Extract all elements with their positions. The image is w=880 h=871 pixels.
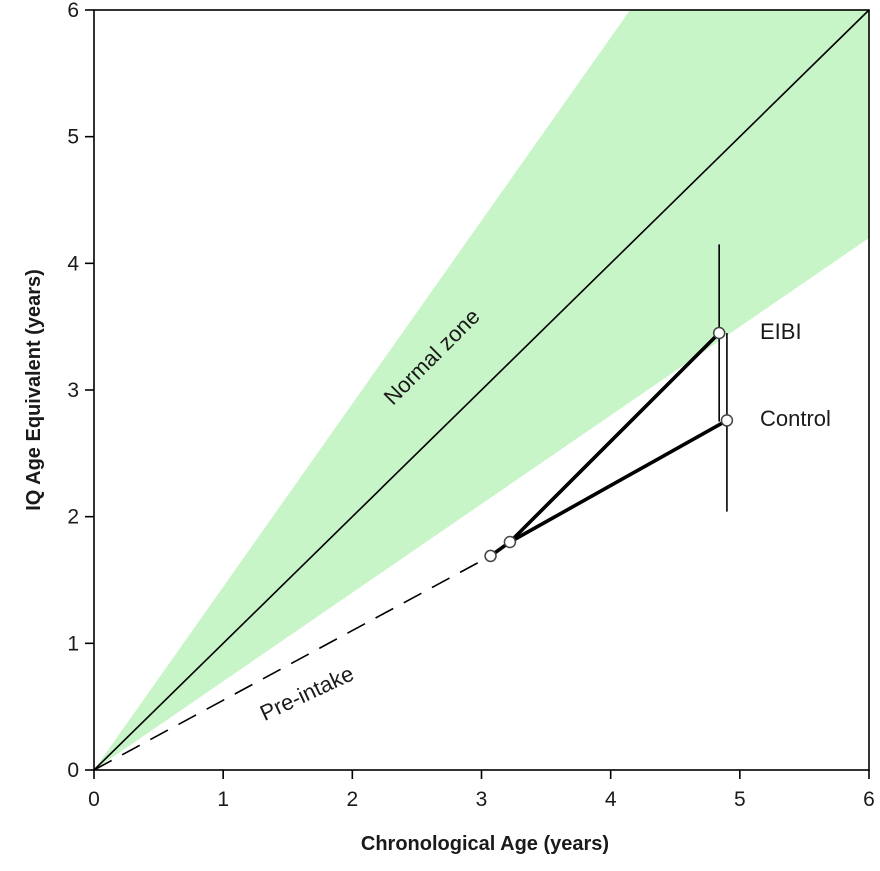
y-axis: 0 1 2 3 4 5 6 — [67, 0, 94, 782]
x-tick-label: 6 — [863, 788, 875, 811]
x-tick-label: 2 — [346, 788, 358, 811]
x-axis: 0 1 2 3 4 5 6 — [88, 770, 875, 811]
y-tick-label: 3 — [67, 379, 79, 402]
x-tick-label: 3 — [476, 788, 488, 811]
eibi-label: EIBI — [760, 319, 802, 344]
x-tick-label: 1 — [217, 788, 229, 811]
y-tick-label: 1 — [67, 632, 79, 655]
identity-line — [93, 9, 870, 771]
data-point-1-2 — [720, 414, 734, 427]
x-tick-label: 4 — [605, 788, 617, 811]
y-axis-title: IQ Age Equivalent (years) — [23, 269, 45, 511]
data-point-0-0 — [503, 535, 517, 549]
x-tick-label: 5 — [734, 788, 746, 811]
x-tick-label: 0 — [88, 788, 100, 811]
y-tick-label: 5 — [67, 126, 79, 149]
pre-intake-line — [93, 555, 491, 771]
data-point-0-1 — [712, 326, 726, 340]
y-tick-label: 6 — [67, 0, 79, 22]
x-axis-title: Chronological Age (years) — [361, 833, 609, 855]
series-line-0 — [508, 331, 721, 544]
control-label: Control — [760, 406, 831, 431]
y-tick-label: 0 — [67, 759, 79, 782]
pre-intake-end-point — [484, 549, 497, 563]
y-tick-label: 4 — [67, 252, 79, 275]
data-point-markers — [484, 326, 734, 563]
y-tick-label: 2 — [67, 506, 79, 529]
